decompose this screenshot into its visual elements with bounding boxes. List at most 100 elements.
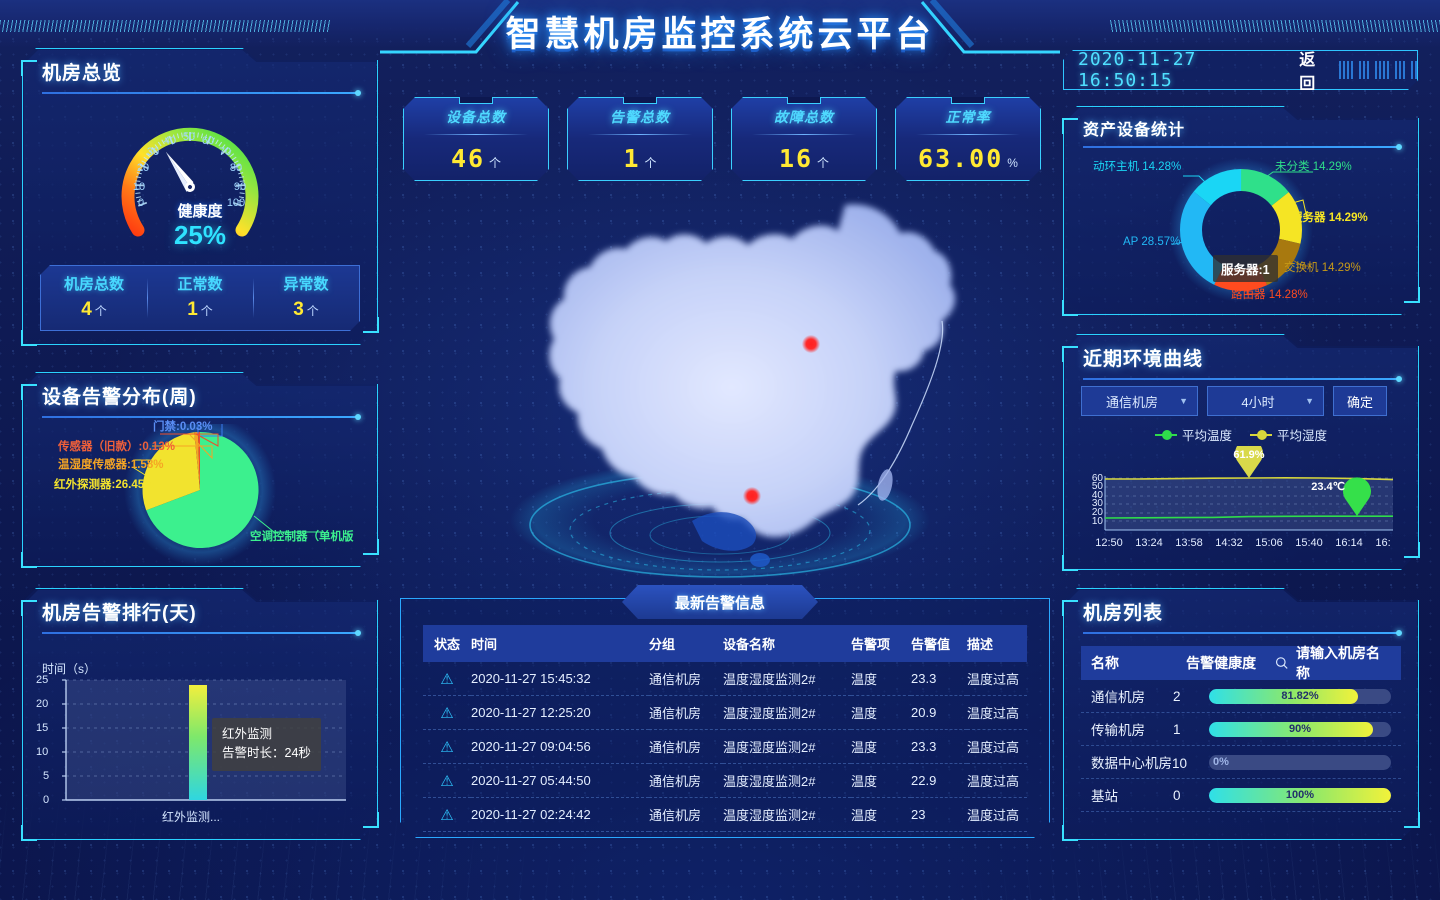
kpi-value: 63.00% <box>896 144 1040 173</box>
china-map[interactable] <box>430 185 1030 585</box>
table-row[interactable]: ⚠ 2020-11-27 02:24:42 通信机房 温度湿度监测2# 温度 2… <box>423 798 1027 832</box>
range-select-value: 4小时 <box>1241 394 1275 410</box>
panel-corner-tl-icon <box>1062 600 1078 616</box>
legend-line-icon <box>1154 429 1177 440</box>
map-marker-alert-south[interactable] <box>743 487 761 505</box>
kpi-value: 46 个 <box>404 144 548 173</box>
room-search-placeholder[interactable]: 请输入机房名称 <box>1296 645 1381 681</box>
panel-corner-tl-icon <box>1062 346 1078 362</box>
panel-body: 0 10 20 30 40 50 60 70 80 90 100 <box>22 100 378 345</box>
panel-corner-bl-icon <box>21 825 37 841</box>
kpi-card-fault-total[interactable]: 故障总数 16 个 <box>731 97 877 181</box>
panel-rule <box>42 414 361 420</box>
table-row[interactable]: ⚠ 2020-11-27 09:04:56 通信机房 温度湿度监测2# 温度 2… <box>423 730 1027 764</box>
alarm-device: 温度湿度监测2# <box>723 764 851 798</box>
panel-alarm-distribution: 设备告警分布(周) <box>21 372 379 568</box>
panel-rule <box>42 90 361 96</box>
donut-tooltip: 服务器:1 <box>1213 255 1278 282</box>
bar-chart-ylabel: 时间（s） <box>42 662 97 676</box>
panel-body: 动环主机 14.28% 未分类 14.29% 服务器 14.29% AP 28.… <box>1063 154 1419 315</box>
legend-item-avg-temp[interactable]: 平均温度 <box>1154 425 1232 444</box>
panel-corner-tl-icon <box>1062 118 1078 134</box>
stat-unit: 个 <box>94 304 107 318</box>
panel-alarm-ranking: 机房告警排行(天) 时间（s） <box>21 588 379 841</box>
gauge-tick-20: 20 <box>137 162 149 174</box>
col-value: 告警值 <box>911 625 967 662</box>
room-list-col-health: 告警健康度 <box>1186 655 1257 671</box>
alarm-desc: 温度过高 <box>967 764 1027 798</box>
gauge-tick-100: 100 <box>227 197 245 209</box>
room-name: 数据中心机房10 <box>1091 756 1188 771</box>
room-list-row[interactable]: 基站 0 100% <box>1081 779 1401 812</box>
stat-label: 正常数 <box>177 276 223 293</box>
room-health-text: 0% <box>1213 755 1229 768</box>
col-desc: 描述 <box>967 625 1027 662</box>
map-marker-alert-north[interactable] <box>802 335 820 353</box>
warning-icon: ⚠ <box>440 738 454 756</box>
legend-item-avg-humidity[interactable]: 平均湿度 <box>1250 425 1327 444</box>
env-xtick-6: 16:14 <box>1335 537 1363 549</box>
table-row[interactable]: ⚠ 2020-11-27 15:45:32 通信机房 温度湿度监测2# 温度 2… <box>423 662 1027 696</box>
donut-label-ap: AP 28.57% <box>1123 236 1181 248</box>
room-list-row[interactable]: 通信机房 2 81.82% <box>1081 680 1401 713</box>
alarm-distribution-pie[interactable] <box>22 414 378 567</box>
legend-line-icon <box>1250 429 1272 440</box>
alarm-value: 23.3 <box>911 662 967 696</box>
alarm-device: 温度湿度监测2# <box>723 798 851 832</box>
panel-rule <box>1083 376 1402 382</box>
panel-env-curve: 近期环境曲线 通信机房 ▼ 4小时 ▼ 确定 平均温度 平均湿度 <box>1062 334 1420 571</box>
room-list-row[interactable]: 数据中心机房10 0% <box>1081 746 1401 779</box>
panel-corner-br-icon <box>363 812 379 828</box>
env-ytick-40: 40 <box>1092 490 1104 501</box>
confirm-button[interactable]: 确定 <box>1333 386 1387 416</box>
bar-xtick-label: 红外监测... <box>162 810 221 824</box>
donut-label-dynamic-host: 动环主机 14.28% <box>1093 161 1182 173</box>
warning-icon: ⚠ <box>440 806 454 824</box>
search-icon[interactable] <box>1275 656 1289 670</box>
warning-icon: ⚠ <box>440 704 454 722</box>
alarm-value: 23 <box>911 798 967 832</box>
kpi-card-device-total[interactable]: 设备总数 46 个 <box>403 97 549 181</box>
table-row[interactable]: ⚠ 2020-11-27 12:25:20 通信机房 温度湿度监测2# 温度 2… <box>423 696 1027 730</box>
donut-label-server: 服务器 14.29% <box>1291 212 1368 224</box>
back-button[interactable]: 返回 <box>1299 52 1316 93</box>
env-xtick-5: 15:40 <box>1295 537 1323 549</box>
table-row[interactable]: ⚠ 2020-11-27 05:44:50 通信机房 温度湿度监测2# 温度 2… <box>423 764 1027 798</box>
env-xtick-2: 13:58 <box>1175 537 1203 549</box>
panel-corner-tl-icon <box>21 60 37 76</box>
room-select[interactable]: 通信机房 ▼ <box>1081 386 1198 416</box>
donut-label-switch: 交换机 14.29% <box>1284 262 1361 274</box>
room-name: 基站 <box>1091 789 1118 804</box>
bar-tooltip-name: 红外监测 <box>222 727 273 741</box>
alarm-item: 温度 <box>851 730 911 764</box>
kpi-number: 63.00 <box>918 144 1004 173</box>
panel-corner-tl-icon <box>21 384 37 400</box>
alarm-group: 通信机房 <box>649 662 723 696</box>
range-select[interactable]: 4小时 ▼ <box>1207 386 1324 416</box>
gauge-tick-40: 40 <box>164 135 176 147</box>
room-health-bar: 0% <box>1209 754 1391 770</box>
stat-label: 异常数 <box>283 276 329 293</box>
stat-number: 3 <box>293 299 304 320</box>
stat-unit: 个 <box>306 304 319 318</box>
kpi-divider <box>424 134 528 135</box>
room-list-row[interactable]: 传输机房 1 90% <box>1081 713 1401 746</box>
kpi-card-normal-rate[interactable]: 正常率 63.00% <box>895 97 1041 181</box>
pie-label-door-access: 门禁:0.03% <box>153 421 213 433</box>
panel-corner-bl-icon <box>21 552 37 568</box>
donut-label-unclassified: 未分类 14.29% <box>1275 161 1352 173</box>
kpi-number: 46 <box>450 144 486 173</box>
panel-room-overview: 机房总览 <box>21 48 379 346</box>
env-line-chart[interactable]: 61.9% 23.4℃ 60 50 40 30 20 10 12:50 13:2… <box>1063 439 1419 556</box>
env-ytick-60: 60 <box>1092 473 1104 484</box>
room-health-bar: 100% <box>1209 787 1391 803</box>
gauge-tick-10: 10 <box>133 181 145 193</box>
panel-corner-bl-icon <box>1062 825 1078 841</box>
room-health-bar: 90% <box>1209 721 1391 737</box>
panel-corner-bl-icon <box>21 330 37 346</box>
